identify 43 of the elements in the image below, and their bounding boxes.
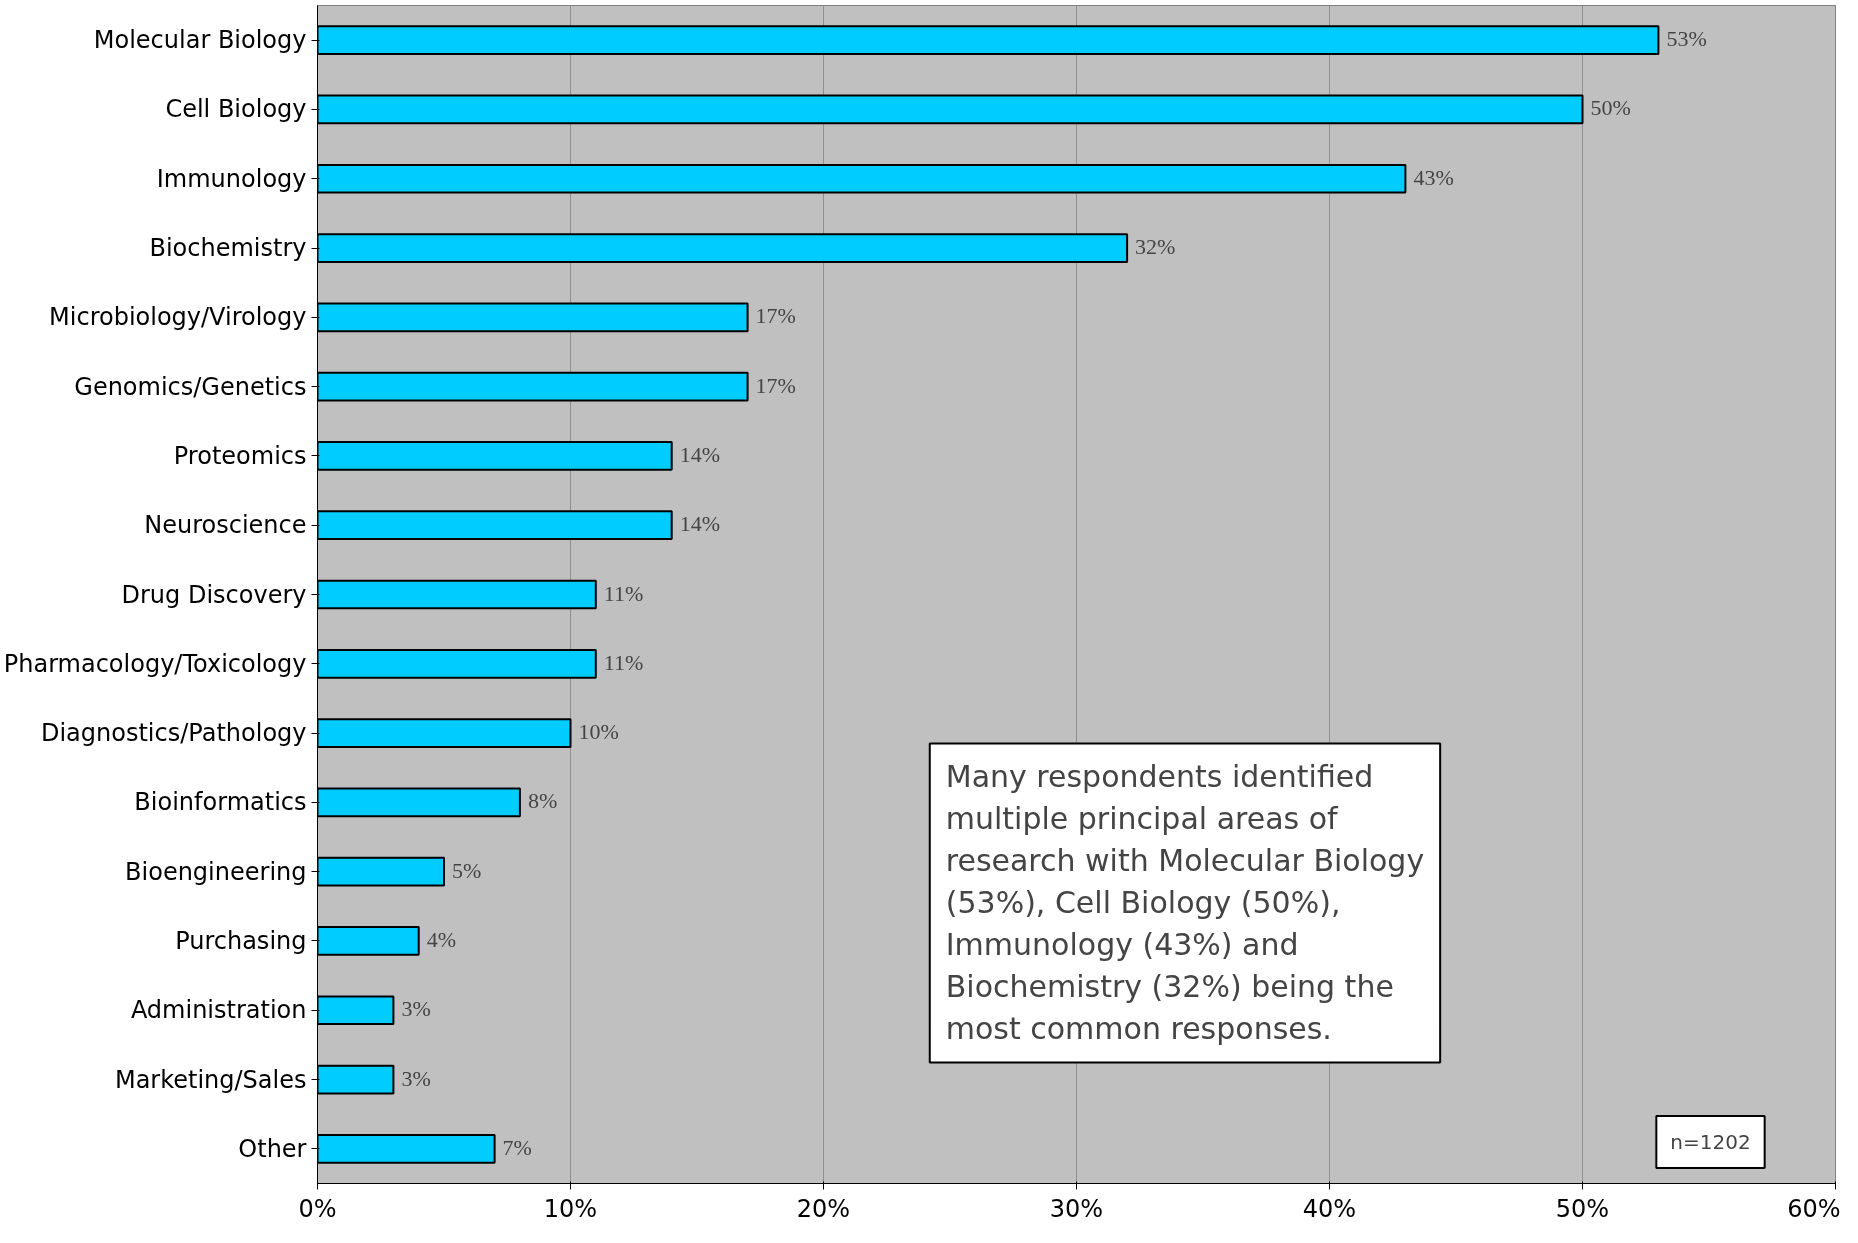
x-tick-label: 30% bbox=[1049, 1194, 1104, 1223]
y-tick-label: Bioinformatics bbox=[134, 788, 307, 817]
data-label: 14% bbox=[679, 441, 721, 467]
annotation: Many respondents identified multiple principal areas of research with Molecular Biology (53%), Cell Biology (50%), Immunology (43%) and Biochemistry (32%) being the most common responses. bbox=[945, 759, 1425, 1047]
y-tick-label: Diagnostics/Pathology bbox=[40, 719, 307, 748]
y-tick-label: Neuroscience bbox=[144, 511, 307, 540]
data-label: 3% bbox=[401, 1065, 431, 1091]
y-tick-label: Immunology bbox=[156, 164, 307, 193]
y-tick-label: Drug Discovery bbox=[121, 580, 307, 609]
y-tick-label: Molecular Biology bbox=[93, 26, 307, 55]
x-tick-label: 50% bbox=[1555, 1194, 1610, 1223]
y-tick-label: Bioengineering bbox=[125, 857, 307, 886]
data-label: 8% bbox=[527, 788, 558, 814]
data-label: 32% bbox=[1135, 234, 1176, 260]
x-tick-label: 20% bbox=[796, 1194, 851, 1223]
data-label: 14% bbox=[679, 511, 721, 537]
data-label: 43% bbox=[1413, 164, 1454, 190]
data-label: 7% bbox=[502, 1134, 532, 1160]
data-label: 11% bbox=[603, 649, 644, 675]
data-label: 17% bbox=[755, 303, 796, 329]
annotation: n=1202 bbox=[1670, 1129, 1751, 1154]
y-tick-label: Genomics/Genetics bbox=[74, 372, 307, 401]
data-label: 3% bbox=[401, 996, 431, 1022]
y-tick-label: Pharmacology/Toxicology bbox=[3, 649, 307, 678]
data-label: 10% bbox=[578, 719, 619, 745]
y-tick-label: Administration bbox=[130, 996, 307, 1025]
x-tick-label: 10% bbox=[543, 1194, 598, 1223]
data-label: 4% bbox=[426, 926, 457, 952]
y-tick-label: Purchasing bbox=[175, 926, 307, 955]
x-tick-label: 40% bbox=[1302, 1194, 1357, 1223]
x-tick-label: 0% bbox=[298, 1194, 337, 1223]
y-tick-label: Marketing/Sales bbox=[114, 1065, 307, 1094]
y-tick-label: Microbiology/Virology bbox=[49, 303, 307, 332]
y-tick-label: Proteomics bbox=[173, 441, 307, 470]
y-tick-label: Biochemistry bbox=[149, 234, 307, 263]
y-tick-label: Other bbox=[238, 1134, 307, 1163]
data-label: 11% bbox=[603, 580, 644, 606]
x-tick-label: 60% bbox=[1787, 1194, 1841, 1223]
y-tick-label: Cell Biology bbox=[165, 95, 307, 124]
data-label: 5% bbox=[452, 857, 482, 883]
data-label: 53% bbox=[1666, 26, 1707, 52]
data-label: 17% bbox=[755, 372, 796, 398]
data-label: 50% bbox=[1590, 95, 1631, 121]
